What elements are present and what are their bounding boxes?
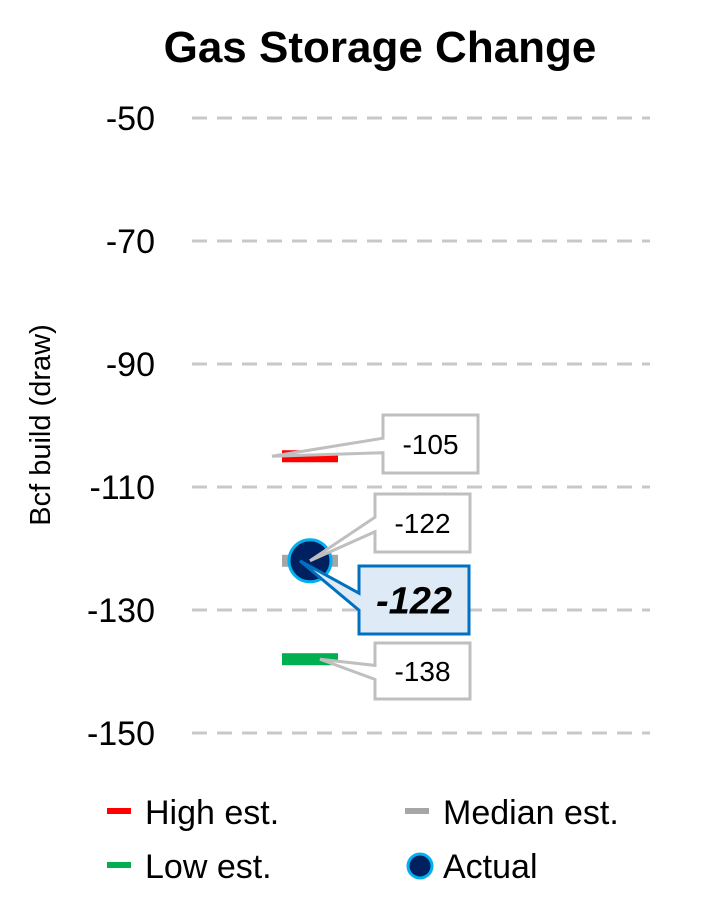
legend-marker: [107, 862, 131, 868]
callout-text: -122: [376, 581, 452, 623]
legend-item-low-est-: Low est.: [107, 848, 272, 886]
legend-item-median-est-: Median est.: [405, 794, 619, 832]
y-tick-label: -70: [106, 223, 155, 261]
y-axis-label: Bcf build (draw): [25, 324, 57, 525]
callout-text: -105: [402, 429, 458, 460]
callout-text: -122: [394, 508, 450, 539]
callout-box: [309, 492, 472, 563]
callout-box: [319, 641, 472, 701]
callout-box: [271, 413, 480, 475]
legend-label: Low est.: [145, 848, 272, 886]
legend-label: Actual: [443, 848, 538, 886]
legend-label: Median est.: [443, 794, 619, 832]
data-label-1: -122: [309, 492, 472, 563]
data-label-0: -105: [271, 413, 480, 475]
callout-box: [299, 559, 471, 636]
legend-item-actual: Actual: [406, 848, 538, 886]
chart-title: Gas Storage Change: [164, 23, 597, 72]
y-tick-label: -150: [87, 715, 155, 753]
legend-marker: [406, 852, 434, 880]
legend-marker: [107, 808, 131, 814]
y-tick-label: -130: [87, 592, 155, 630]
data-label-2: -138: [319, 641, 472, 701]
legend-label: High est.: [145, 794, 279, 832]
y-tick-label: -50: [106, 100, 155, 138]
data-label-3: -122: [299, 559, 471, 636]
callout-text: -138: [394, 656, 450, 687]
legend-item-high-est-: High est.: [107, 794, 279, 832]
y-tick-label: -90: [106, 346, 155, 384]
legend-marker: [405, 808, 429, 814]
y-tick-label: -110: [89, 469, 155, 507]
